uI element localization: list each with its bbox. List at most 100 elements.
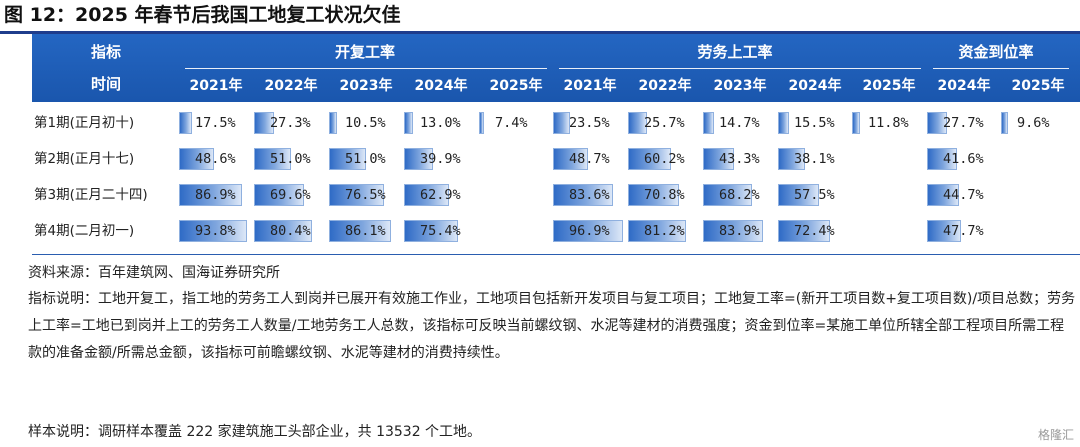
data-bar-r2-c8 bbox=[778, 148, 805, 170]
data-bar-r1-c6 bbox=[628, 112, 647, 134]
data-label-r3-c7: 68.2% bbox=[719, 187, 760, 203]
data-bar-r3-c2 bbox=[329, 184, 384, 206]
header-indicator-label: 指标 bbox=[90, 43, 121, 61]
row-label-4: 第4期(二月初一) bbox=[34, 223, 135, 239]
data-bar-r4-c3 bbox=[404, 220, 458, 242]
header-year-7: 2023年 bbox=[713, 78, 767, 94]
header-year-11: 2025年 bbox=[1011, 78, 1065, 94]
data-bar-r1-c4 bbox=[479, 112, 484, 134]
data-bar-r3-c5 bbox=[553, 184, 613, 206]
header-group-zijin: 资金到位率 bbox=[958, 43, 1034, 61]
table-header: 指标 时间 开复工率 劳务上工率 资金到位率 2021年 2022年 2023年 20… bbox=[32, 34, 1080, 102]
data-label-r2-c5: 48.7% bbox=[569, 151, 610, 167]
indicator-description: 指标说明：工地开复工，指工地的劳务工人到岗并已展开有效施工作业，工地项目包括新开… bbox=[28, 291, 1076, 361]
data-label-r1-c9: 11.8% bbox=[868, 115, 909, 131]
data-label-r4-c1: 80.4% bbox=[270, 223, 311, 239]
data-label-r4-c3: 75.4% bbox=[420, 223, 461, 239]
header-year-9: 2025年 bbox=[862, 78, 916, 94]
header-year-3: 2024年 bbox=[414, 78, 468, 94]
data-label-r1-c3: 13.0% bbox=[420, 115, 461, 131]
data-label-r1-c2: 10.5% bbox=[345, 115, 386, 131]
title-rule bbox=[0, 31, 1080, 34]
data-label-r1-c6: 25.7% bbox=[644, 115, 685, 131]
table-bottom-rule bbox=[32, 254, 1080, 255]
data-bar-r1-c7 bbox=[703, 112, 714, 134]
data-bar-r3-c1 bbox=[254, 184, 304, 206]
sample-note: 样本说明：调研样本覆盖 222 家建筑施工头部企业，共 13532 个工地。 bbox=[28, 424, 482, 440]
data-label-r2-c10: 41.6% bbox=[943, 151, 984, 167]
data-bar-r1-c9 bbox=[852, 112, 860, 134]
header-year-0: 2021年 bbox=[189, 78, 243, 94]
data-bar-r3-c3 bbox=[404, 184, 449, 206]
data-bar-r2-c0 bbox=[179, 148, 214, 170]
header-year-2: 2023年 bbox=[339, 78, 393, 94]
data-label-r4-c10: 47.7% bbox=[943, 223, 984, 239]
header-year-6: 2022年 bbox=[638, 78, 692, 94]
data-bar-r2-c10 bbox=[927, 148, 957, 170]
data-bar-r4-c5 bbox=[553, 220, 623, 242]
data-bar-r2-c6 bbox=[628, 148, 671, 170]
data-label-r1-c7: 14.7% bbox=[719, 115, 760, 131]
header-group-underline-0 bbox=[185, 68, 547, 69]
data-label-r2-c3: 39.9% bbox=[420, 151, 461, 167]
data-bar-r2-c5 bbox=[553, 148, 588, 170]
data-label-r3-c10: 44.7% bbox=[943, 187, 984, 203]
header-group-kaifugong: 开复工率 bbox=[334, 43, 395, 61]
data-label-r3-c5: 83.6% bbox=[569, 187, 610, 203]
data-label-r2-c6: 60.2% bbox=[644, 151, 685, 167]
data-label-r3-c2: 76.5% bbox=[345, 187, 386, 203]
header-year-5: 2021年 bbox=[563, 78, 617, 94]
data-label-r3-c1: 69.6% bbox=[270, 187, 311, 203]
data-bar-r1-c2 bbox=[329, 112, 337, 134]
data-label-r2-c1: 51.0% bbox=[270, 151, 311, 167]
data-bar-r3-c6 bbox=[628, 184, 679, 206]
data-bar-r3-c10 bbox=[927, 184, 959, 206]
data-label-r1-c11: 9.6% bbox=[1017, 115, 1050, 131]
data-label-r1-c0: 17.5% bbox=[195, 115, 236, 131]
data-bar-r1-c11 bbox=[1001, 112, 1008, 134]
data-label-r1-c4: 7.4% bbox=[495, 115, 528, 131]
data-label-r2-c0: 48.6% bbox=[195, 151, 236, 167]
data-bar-r2-c2 bbox=[329, 148, 366, 170]
data-bar-r4-c1 bbox=[254, 220, 312, 242]
data-label-r1-c1: 27.3% bbox=[270, 115, 311, 131]
data-label-r4-c2: 86.1% bbox=[345, 223, 386, 239]
data-bar-r2-c7 bbox=[703, 148, 734, 170]
data-bar-r4-c8 bbox=[778, 220, 830, 242]
data-label-r3-c8: 57.5% bbox=[794, 187, 835, 203]
data-label-r4-c0: 93.8% bbox=[195, 223, 236, 239]
header-time-label: 时间 bbox=[90, 75, 121, 93]
data-bar-r3-c7 bbox=[703, 184, 752, 206]
data-bar-r1-c0 bbox=[179, 112, 192, 134]
data-label-r1-c5: 23.5% bbox=[569, 115, 610, 131]
data-label-r1-c10: 27.7% bbox=[943, 115, 984, 131]
watermark-logo: 格隆汇 bbox=[1037, 428, 1074, 442]
header-group-underline-2 bbox=[933, 68, 1069, 69]
header-group-laowu: 劳务上工率 bbox=[697, 43, 773, 61]
source-note: 资料来源：百年建筑网、国海证券研究所 bbox=[28, 265, 280, 281]
data-bar-r1-c3 bbox=[404, 112, 413, 134]
row-label-1: 第1期(正月初十) bbox=[34, 115, 135, 131]
row-label-2: 第2期(正月十七) bbox=[34, 151, 135, 167]
header-year-4: 2025年 bbox=[489, 78, 543, 94]
data-bar-r4-c7 bbox=[703, 220, 763, 242]
data-label-r4-c8: 72.4% bbox=[794, 223, 835, 239]
data-bar-r3-c0 bbox=[179, 184, 242, 206]
data-label-r3-c0: 86.9% bbox=[195, 187, 236, 203]
data-label-r2-c7: 43.3% bbox=[719, 151, 760, 167]
data-label-r2-c8: 38.1% bbox=[794, 151, 835, 167]
data-label-r1-c8: 15.5% bbox=[794, 115, 835, 131]
data-label-r4-c7: 83.9% bbox=[719, 223, 760, 239]
data-bar-r4-c2 bbox=[329, 220, 391, 242]
row-label-3: 第3期(正月二十四) bbox=[34, 187, 148, 203]
header-group-underline-1 bbox=[559, 68, 921, 69]
header-year-10: 2024年 bbox=[937, 78, 991, 94]
data-label-r3-c3: 62.9% bbox=[420, 187, 461, 203]
data-bar-r1-c8 bbox=[778, 112, 789, 134]
data-bar-r3-c8 bbox=[778, 184, 819, 206]
data-label-r4-c5: 96.9% bbox=[569, 223, 610, 239]
header-year-8: 2024年 bbox=[788, 78, 842, 94]
figure-title: 图 12：2025 年春节后我国工地复工状况欠佳 bbox=[4, 4, 401, 26]
data-bar-r1-c10 bbox=[927, 112, 947, 134]
data-label-r2-c2: 51.0% bbox=[345, 151, 386, 167]
